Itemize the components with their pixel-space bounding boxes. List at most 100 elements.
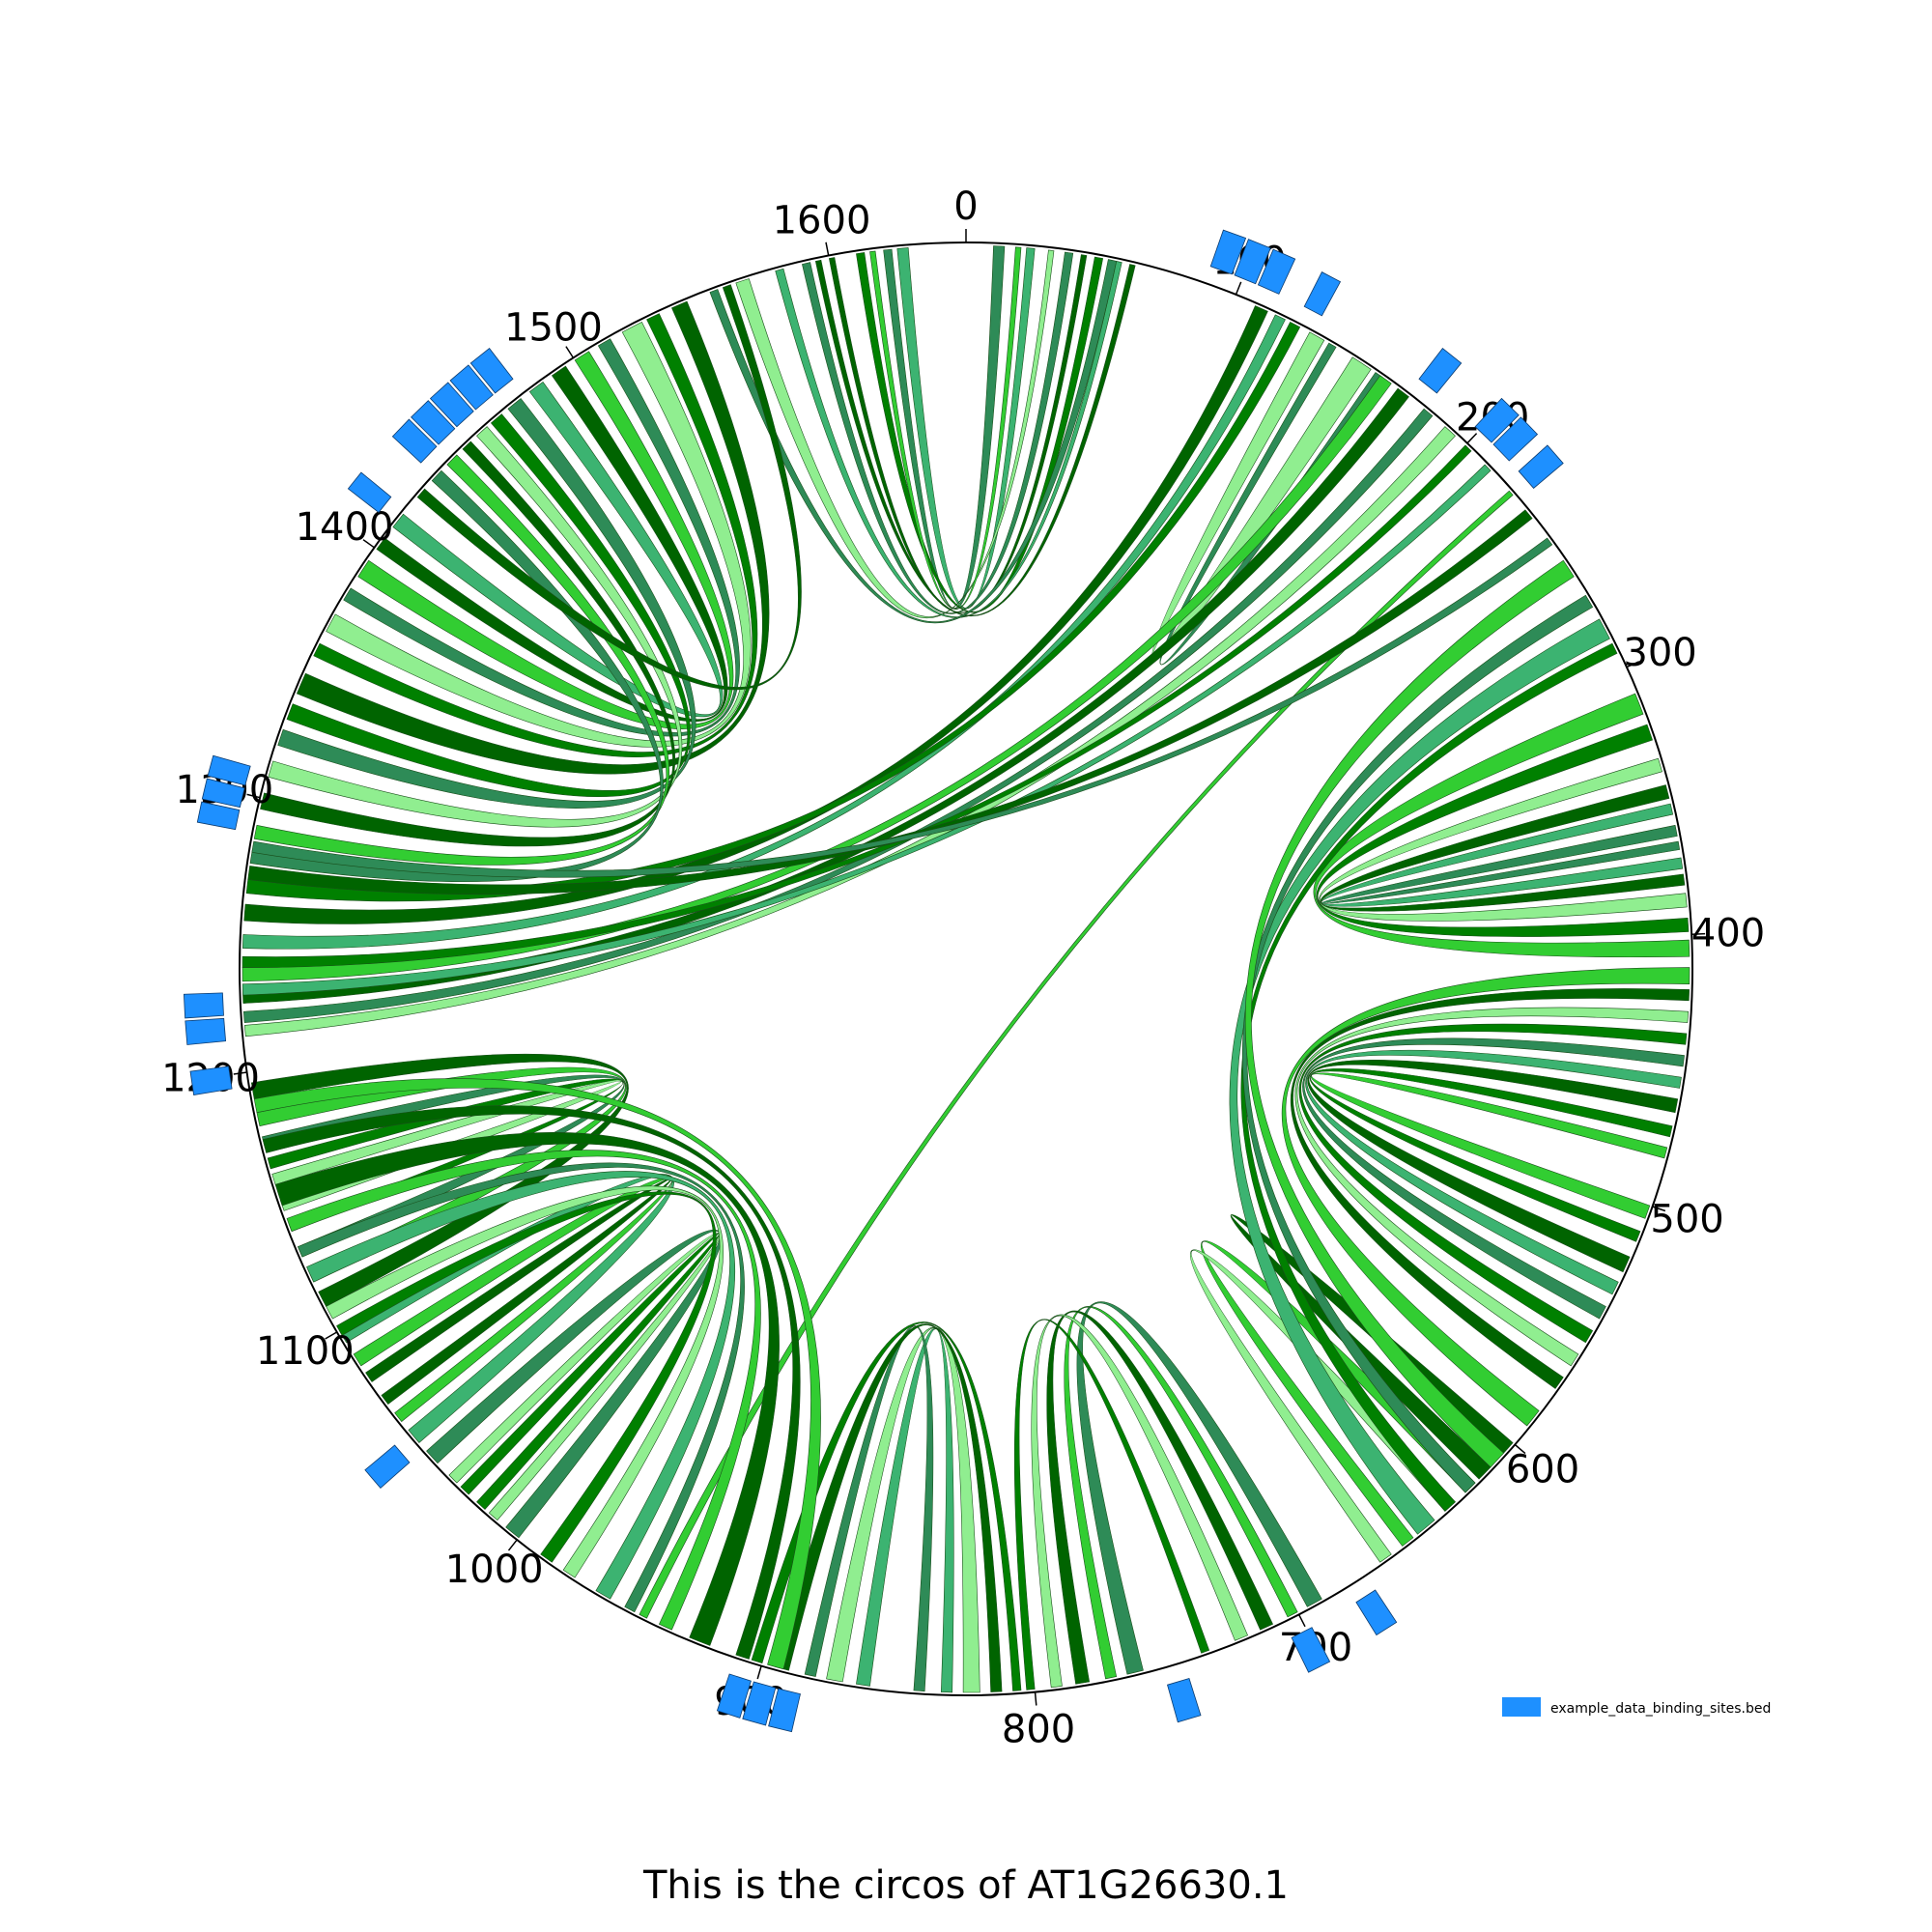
binding-site: [364, 1444, 411, 1489]
binding-site: [183, 992, 224, 1019]
link-ribbon: [242, 408, 1434, 1023]
tick-mark: [1235, 281, 1242, 296]
binding-site: [189, 1065, 233, 1095]
link-ribbon: [338, 1174, 674, 1443]
binding-site: [768, 1688, 801, 1733]
binding-site: [1518, 444, 1564, 489]
tick-label: 1000: [445, 1548, 544, 1592]
link-ribbon: [883, 245, 1006, 610]
binding-site: [347, 471, 392, 514]
link-ribbon: [709, 259, 1118, 624]
link-ribbon: [1298, 1023, 1688, 1344]
link-ribbon: [245, 321, 1301, 902]
link-ribbon: [268, 426, 683, 828]
tick-mark: [1652, 1206, 1666, 1212]
link-ribbon: [1242, 594, 1594, 1493]
link-ribbon: [1013, 1319, 1210, 1690]
link-ribbon: [242, 464, 1492, 996]
tick-mark: [1626, 661, 1640, 668]
link-ribbon: [1310, 1072, 1668, 1219]
link-ribbon: [639, 490, 1514, 1619]
legend-swatch: [1502, 1697, 1541, 1717]
link-ribbon: [353, 1177, 673, 1423]
link-ribbon: [343, 338, 740, 737]
tick-label: 1500: [504, 305, 603, 350]
link-ribbon: [256, 1066, 627, 1283]
binding-site: [1209, 229, 1247, 275]
tick-mark: [233, 1071, 247, 1075]
link-ribbon: [814, 259, 1136, 617]
link-ribbon: [286, 1150, 761, 1631]
legend-label: example_data_binding_sites.bed: [1550, 1701, 1771, 1717]
tick-label: 1600: [773, 198, 871, 242]
binding-site: [391, 418, 438, 464]
binding-site: [742, 1681, 777, 1726]
tick-label: 800: [1002, 1707, 1075, 1751]
link-ribbon: [1321, 803, 1684, 907]
link-ribbon: [286, 413, 691, 797]
link-ribbon: [274, 1132, 780, 1646]
binding-site: [1291, 1627, 1331, 1673]
link-ribbon: [802, 251, 1074, 614]
tick-label: 1100: [256, 1329, 355, 1374]
link-ribbon: [392, 381, 724, 718]
link-ribbon: [242, 444, 1472, 968]
tick-mark: [756, 1665, 762, 1680]
tick-mark: [507, 1539, 518, 1551]
link-ribbon: [856, 1328, 954, 1693]
tick-mark: [1514, 1443, 1526, 1455]
link-ribbon: [313, 313, 758, 757]
link-ribbon: [1244, 559, 1575, 1468]
tick-label: 600: [1506, 1447, 1579, 1492]
link-ribbon: [376, 365, 728, 723]
tick-mark: [1034, 1691, 1037, 1706]
link-ribbon: [298, 1162, 745, 1613]
chart-title: This is the circos of AT1G26630.1: [642, 1863, 1289, 1908]
binding-site: [469, 348, 514, 394]
link-ribbon: [253, 1078, 821, 1670]
legend: example_data_binding_sites.bed: [1502, 1697, 1771, 1717]
link-ribbon: [251, 537, 1553, 878]
tick-mark: [246, 793, 261, 799]
link-ribbon: [1307, 1059, 1679, 1273]
tick-label: 300: [1623, 631, 1696, 675]
link-ribbon: [1320, 784, 1686, 912]
binding-site: [449, 364, 494, 411]
binding-site: [196, 801, 241, 831]
tick-label: 400: [1691, 911, 1765, 955]
link-ribbon: [1290, 988, 1690, 1389]
link-ribbon: [277, 398, 696, 809]
link-ribbon: [426, 1229, 723, 1539]
link-ribbon: [243, 426, 1456, 1037]
binding-site: [1234, 239, 1271, 285]
binding-site: [411, 400, 456, 445]
link-ribbon: [856, 252, 1104, 613]
link-ribbon: [262, 1105, 801, 1660]
tick-mark: [565, 346, 575, 358]
link-ribbon: [1240, 642, 1618, 1512]
link-ribbon: [326, 1185, 724, 1578]
link-ribbon: [1294, 1007, 1690, 1367]
tick-label: 500: [1650, 1197, 1723, 1241]
tick-label: 1400: [296, 505, 394, 550]
link-ribbon: [242, 387, 1409, 1004]
binding-site: [1492, 416, 1539, 462]
binding-site: [1474, 397, 1520, 443]
binding-site: [201, 778, 245, 809]
link-ribbon: [1046, 1310, 1273, 1685]
link-ribbon: [1200, 1240, 1476, 1547]
link-ribbon: [460, 1233, 721, 1510]
link-ribbon: [1064, 1306, 1298, 1680]
link-ribbon: [249, 469, 664, 883]
link-ribbon: [1281, 967, 1690, 1427]
link-ribbon: [357, 351, 734, 729]
tick-mark: [1466, 433, 1478, 444]
link-ribbon: [260, 440, 676, 847]
link-ribbon: [735, 249, 1055, 618]
link-ribbon: [1316, 724, 1690, 937]
tick-mark: [362, 539, 375, 549]
link-ribbon: [243, 305, 1268, 924]
tick-mark: [1691, 932, 1706, 935]
binding-site: [429, 382, 474, 428]
